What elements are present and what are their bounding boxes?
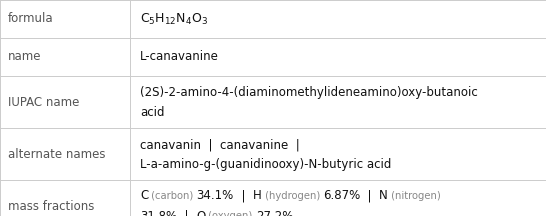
- Text: C: C: [140, 189, 148, 202]
- Text: (2S)-2-amino-4-(diaminomethylideneamino)oxy-butanoic: (2S)-2-amino-4-(diaminomethylideneamino)…: [140, 86, 478, 99]
- Text: 27.2%: 27.2%: [256, 210, 293, 216]
- Text: formula: formula: [8, 13, 54, 25]
- Text: alternate names: alternate names: [8, 148, 105, 160]
- Text: (carbon): (carbon): [148, 191, 197, 201]
- Text: mass fractions: mass fractions: [8, 200, 94, 213]
- Text: L-a-amino-g-(guanidinooxy)-N-butyric acid: L-a-amino-g-(guanidinooxy)-N-butyric aci…: [140, 158, 391, 171]
- Text: $\mathregular{C_5H_{12}N_4O_3}$: $\mathregular{C_5H_{12}N_4O_3}$: [140, 11, 208, 27]
- Text: (hydrogen): (hydrogen): [262, 191, 323, 201]
- Text: 34.1%: 34.1%: [197, 189, 234, 202]
- Text: H: H: [253, 189, 262, 202]
- Text: (nitrogen): (nitrogen): [388, 191, 441, 201]
- Text: 6.87%: 6.87%: [323, 189, 360, 202]
- Text: name: name: [8, 51, 41, 64]
- Text: |: |: [234, 189, 253, 202]
- Text: (oxygen): (oxygen): [205, 211, 256, 216]
- Text: canavanin  |  canavanine  |: canavanin | canavanine |: [140, 138, 300, 151]
- Text: acid: acid: [140, 106, 164, 119]
- Text: |: |: [177, 210, 196, 216]
- Text: N: N: [379, 189, 388, 202]
- Text: L-canavanine: L-canavanine: [140, 51, 219, 64]
- Text: |: |: [360, 189, 379, 202]
- Text: 31.8%: 31.8%: [140, 210, 177, 216]
- Text: O: O: [196, 210, 205, 216]
- Text: IUPAC name: IUPAC name: [8, 95, 79, 108]
